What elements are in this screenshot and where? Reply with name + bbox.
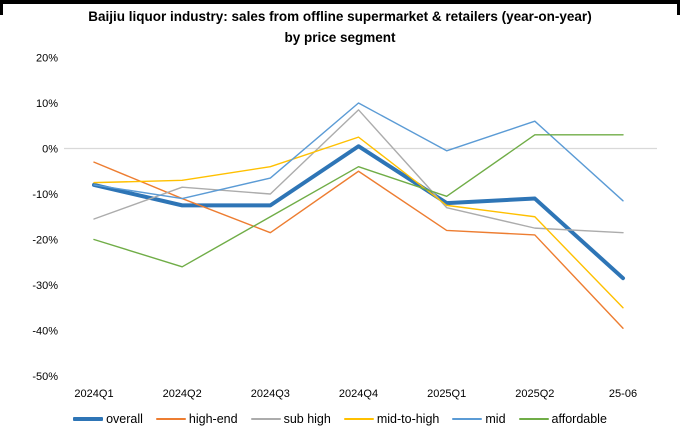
y-axis-tick-label: -30% <box>32 280 58 292</box>
x-axis-tick-label: 2024Q3 <box>251 388 290 400</box>
window-left-edge <box>0 0 3 15</box>
legend-label: affordable <box>551 412 607 426</box>
y-axis-tick-label: -20% <box>32 235 58 247</box>
legend-item-affordable: affordable <box>518 412 607 426</box>
legend-label: mid-to-high <box>376 412 440 426</box>
legend-label: high-end <box>188 412 238 426</box>
window-right-edge <box>677 0 680 15</box>
legend-line-swatch <box>250 418 281 420</box>
x-axis-tick-label: 2024Q4 <box>339 388 378 400</box>
legend-line-swatch <box>343 418 374 420</box>
legend-line-swatch <box>73 417 104 421</box>
y-axis-tick-label: -50% <box>32 371 58 383</box>
x-axis-tick-label: 25-06 <box>609 388 637 400</box>
series-line-high-end <box>93 161 624 329</box>
y-axis-tick-label: -40% <box>32 326 58 338</box>
series-line-mid <box>93 102 624 202</box>
window-top-border <box>0 0 680 4</box>
y-axis-tick-label: 0% <box>42 144 58 156</box>
series-line-affordable <box>93 134 624 268</box>
legend-item-overall: overall <box>73 412 143 426</box>
legend-item-high-end: high-end <box>155 412 238 426</box>
x-axis-tick-label: 2025Q2 <box>515 388 554 400</box>
x-axis-tick-label: 2024Q2 <box>163 388 202 400</box>
legend-item-mid: mid <box>452 412 506 426</box>
legend-item-sub-high: sub high <box>250 412 331 426</box>
chart-title-line2: by price segment <box>284 29 396 45</box>
chart-title-line1: Baijiu liquor industry: sales from offli… <box>88 9 592 24</box>
legend-line-swatch <box>452 418 483 420</box>
legend-label: sub high <box>283 412 331 426</box>
series-line-sub-high <box>93 109 624 234</box>
legend-item-mid-to-high: mid-to-high <box>343 412 440 426</box>
legend-line-swatch <box>155 418 186 420</box>
chart-title: Baijiu liquor industry: sales from offli… <box>0 7 680 49</box>
legend: overall high-end sub high mid-to-high mid aff… <box>0 412 680 426</box>
series-line-mid-to-high <box>93 136 624 309</box>
x-axis-tick-label: 2025Q1 <box>427 388 466 400</box>
legend-line-swatch <box>518 418 549 420</box>
series-line-overall <box>92 144 625 281</box>
y-axis-tick-label: -10% <box>32 189 58 201</box>
legend-label: mid <box>485 412 506 426</box>
x-axis-tick-label: 2024Q1 <box>74 388 113 400</box>
y-axis-tick-label: 10% <box>36 98 58 110</box>
y-axis-tick-label: 20% <box>36 53 58 65</box>
legend-label: overall <box>106 412 143 426</box>
